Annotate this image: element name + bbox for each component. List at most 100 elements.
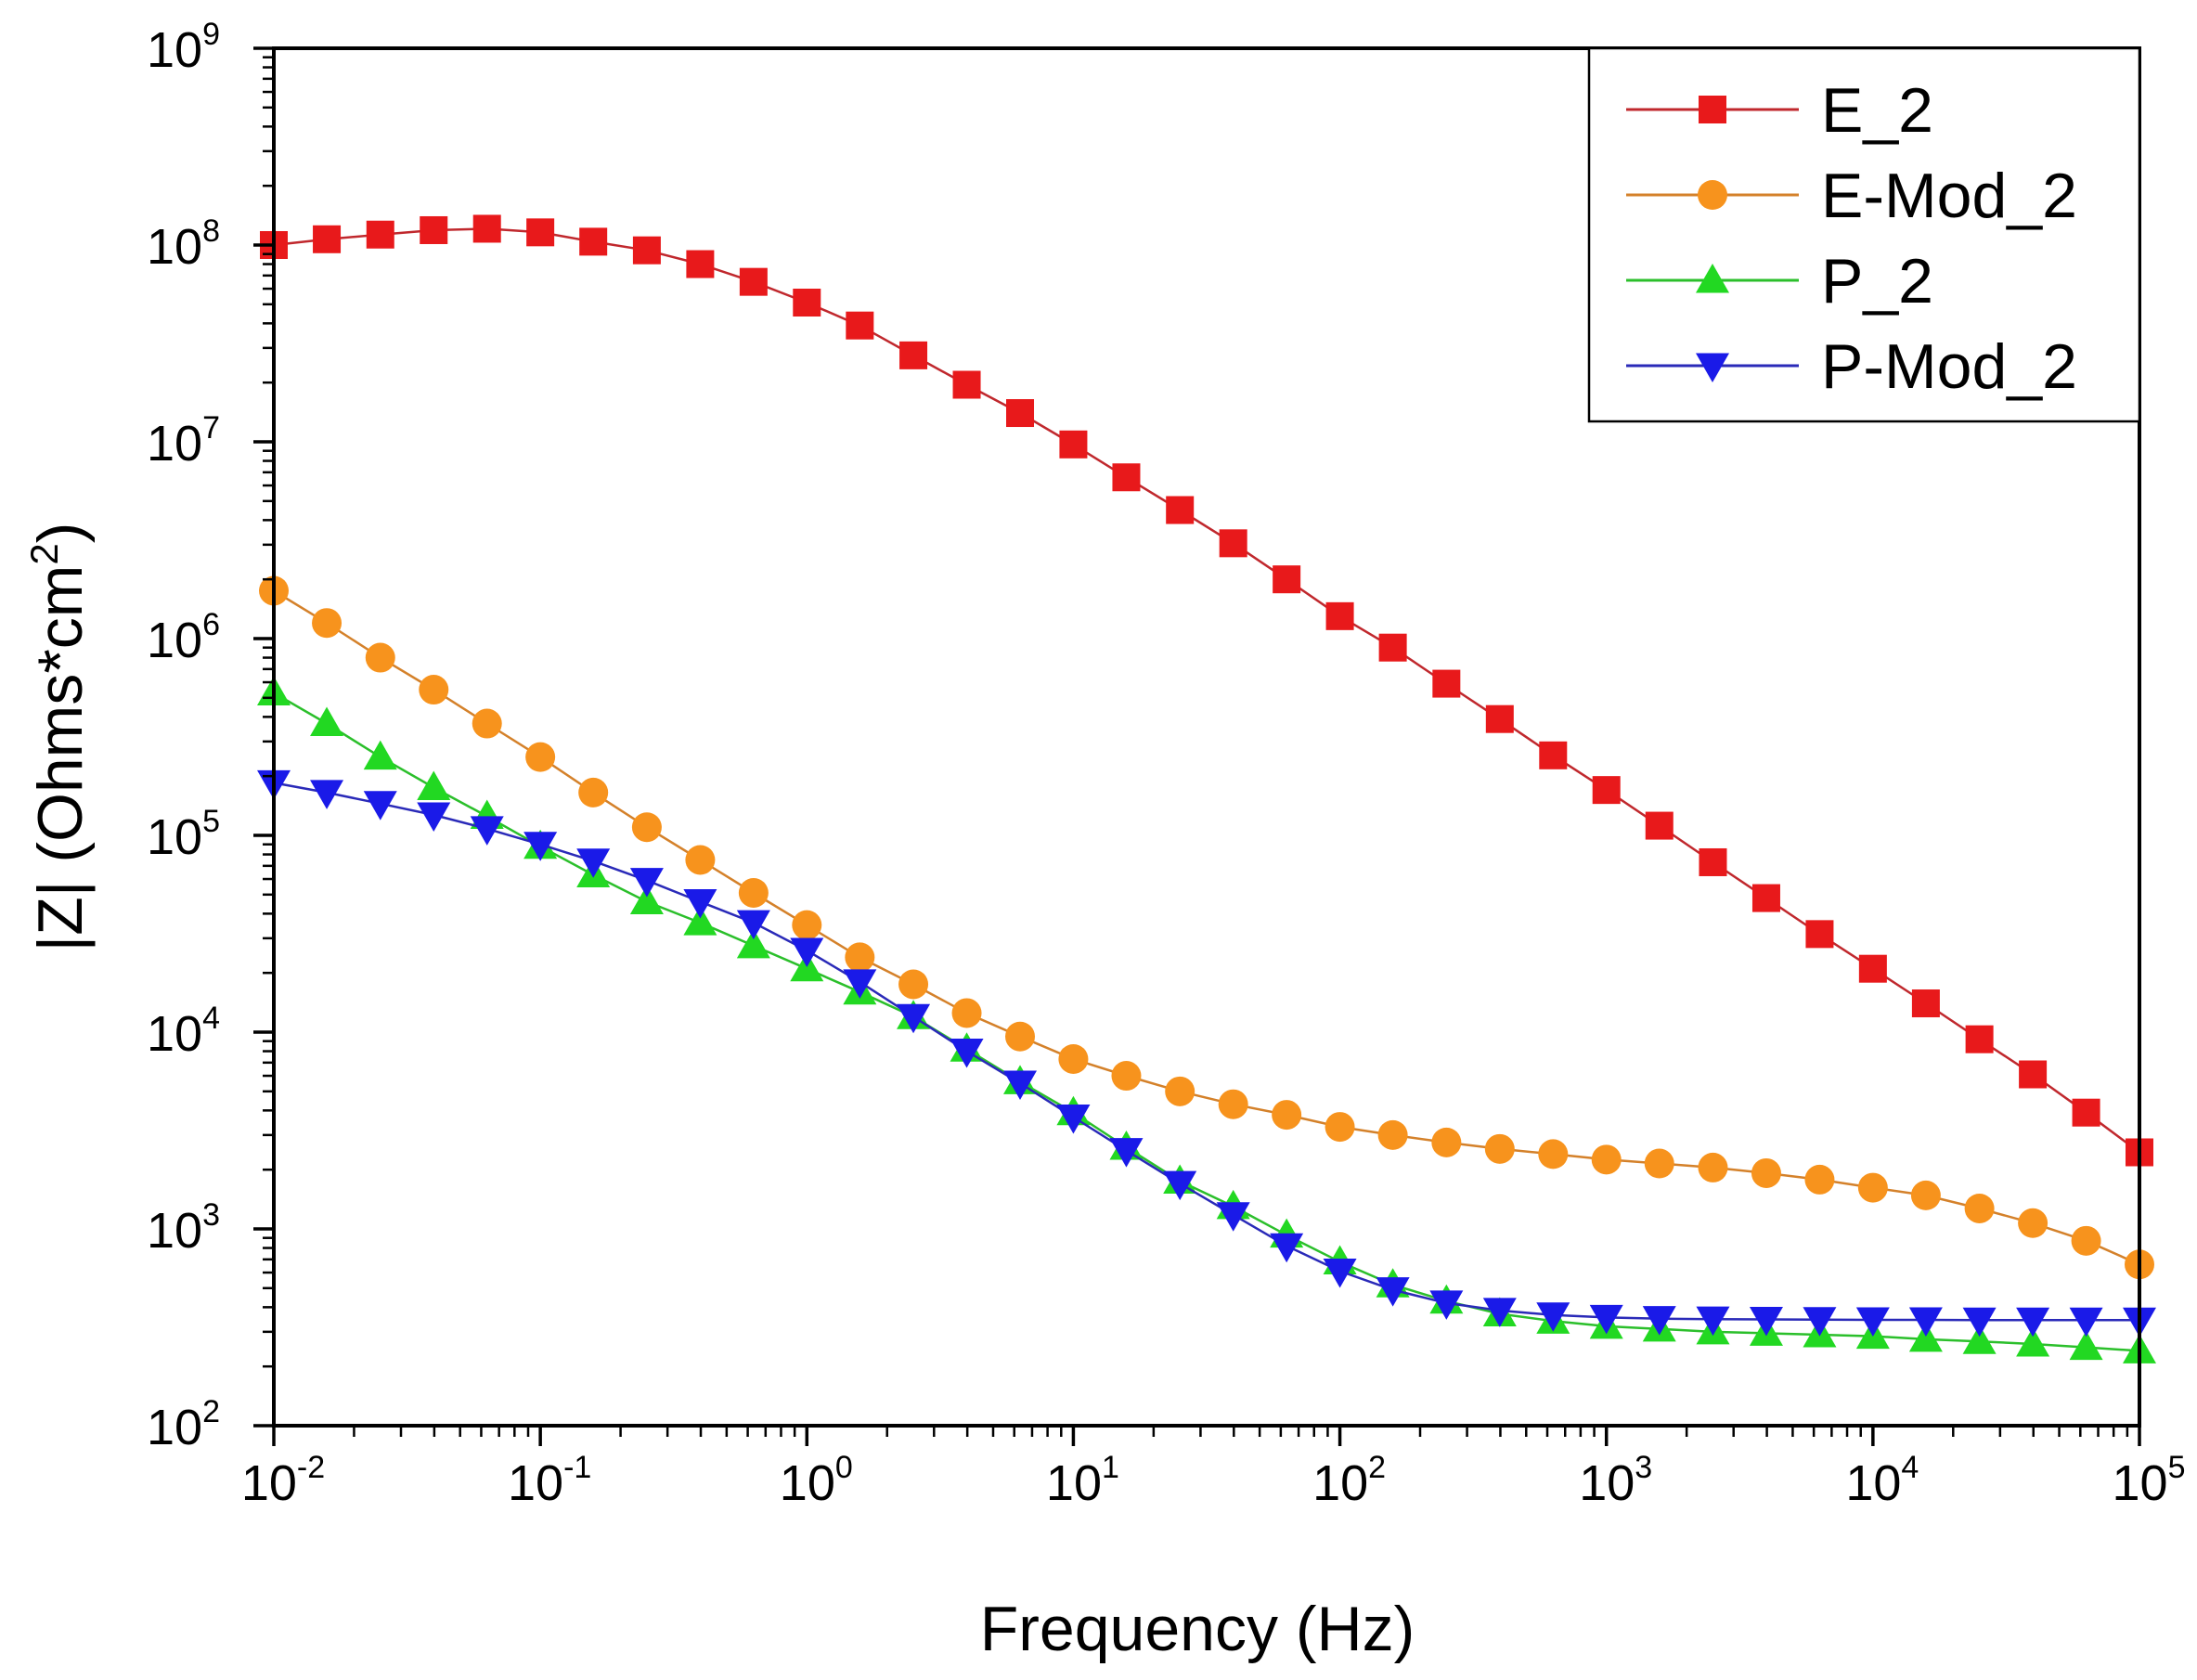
data-point-e-2 [793, 288, 821, 317]
legend-label-e-2: E_2 [1821, 75, 1933, 146]
data-point-p-mod-2 [1962, 1307, 1997, 1338]
data-point-p-2 [683, 906, 717, 936]
data-point-p-2 [417, 770, 451, 800]
data-point-p-mod-2 [1855, 1307, 1890, 1337]
data-point-e-mod-2 [365, 642, 395, 673]
data-point-p-mod-2 [1429, 1290, 1464, 1320]
series-p-2 [257, 676, 2156, 1363]
y-tick-label-base: 10 [147, 809, 202, 865]
data-point-p-2 [310, 706, 344, 737]
x-axis-title: Frequency (Hz) [980, 1594, 1415, 1664]
x-tick-label: 104 [1845, 1450, 1919, 1511]
y-tick-label-exp: 9 [202, 17, 220, 52]
x-tick-label-base: 10 [2113, 1455, 2168, 1511]
data-point-e-mod-2 [792, 910, 822, 940]
data-point-e-mod-2 [1272, 1100, 1302, 1131]
x-tick-label: 105 [2113, 1450, 2186, 1511]
data-point-e-2 [739, 267, 768, 296]
data-point-p-2 [736, 928, 770, 959]
data-point-p-mod-2 [576, 848, 611, 878]
x-tick-label-exp: -1 [563, 1450, 591, 1485]
data-point-p-mod-2 [310, 780, 344, 809]
data-point-p-2 [2069, 1330, 2103, 1361]
x-tick-label-base: 10 [1046, 1455, 1102, 1511]
data-point-e-2 [1592, 776, 1621, 805]
data-point-e-mod-2 [1804, 1164, 1835, 1195]
legend-label-e-mod-2: E-Mod_2 [1821, 161, 2077, 231]
x-tick-label: 103 [1579, 1450, 1652, 1511]
data-point-e-2 [2019, 1060, 2048, 1089]
y-axis-title-main: |Z| (Ohms*cm [25, 565, 96, 952]
x-tick-label: 101 [1046, 1450, 1119, 1511]
data-point-p-mod-2 [470, 816, 504, 846]
x-tick-label-exp: 2 [1368, 1450, 1386, 1485]
y-tick-label-exp: 8 [202, 213, 220, 249]
data-point-e-2 [632, 236, 661, 265]
data-point-e-2 [952, 370, 981, 399]
data-point-e-2 [472, 214, 501, 243]
data-point-p-2 [1908, 1322, 1943, 1352]
data-point-p-mod-2 [1163, 1170, 1197, 1201]
data-point-e-2 [1059, 430, 1088, 459]
y-tick-label-base: 10 [147, 613, 202, 668]
y-tick-label-base: 10 [147, 1203, 202, 1259]
data-point-p-mod-2 [2069, 1307, 2103, 1338]
legend-marker-p-mod-2 [1696, 353, 1729, 382]
data-point-e-2 [1112, 463, 1141, 492]
series-e-mod-2 [259, 575, 2154, 1280]
x-tick-label-exp: 3 [1635, 1450, 1652, 1485]
x-tick-label-exp: 4 [1901, 1450, 1919, 1485]
x-tick-label-exp: 1 [1102, 1450, 1119, 1485]
series-e-2 [260, 214, 2153, 1167]
y-axis-title: |Z| (Ohms*cm2) [22, 523, 96, 952]
y-tick-label-exp: 3 [202, 1197, 220, 1233]
x-tick-label-base: 10 [1579, 1455, 1635, 1511]
data-point-e-mod-2 [685, 845, 716, 875]
data-point-e-2 [1325, 601, 1354, 630]
data-point-p-mod-2 [1109, 1138, 1144, 1168]
legend-item-p-mod-2: P-Mod_2 [1626, 331, 2077, 402]
data-point-e-2 [420, 215, 448, 244]
data-point-e-2 [1219, 529, 1247, 558]
y-tick-label-base: 10 [147, 1006, 202, 1062]
data-point-p-mod-2 [1803, 1307, 1837, 1337]
data-point-e-2 [1539, 741, 1568, 769]
data-point-p-mod-2 [417, 802, 451, 832]
data-point-e-2 [1645, 811, 1674, 840]
data-point-p-mod-2 [363, 791, 397, 821]
data-point-e-2 [1751, 884, 1780, 912]
data-point-e-2 [1699, 847, 1727, 876]
data-point-p-mod-2 [950, 1039, 984, 1068]
data-point-e-2 [1273, 565, 1301, 594]
data-point-e-mod-2 [631, 812, 662, 843]
data-point-p-mod-2 [843, 969, 877, 999]
data-point-e-mod-2 [738, 877, 769, 908]
data-point-e-2 [1965, 1025, 1994, 1053]
data-point-p-mod-2 [790, 937, 824, 968]
y-tick-label-exp: 7 [202, 410, 220, 446]
legend-item-p-2: P_2 [1626, 246, 1933, 317]
data-point-e-2 [846, 311, 874, 340]
data-point-e-mod-2 [1325, 1112, 1355, 1143]
legend-label-p-2: P_2 [1821, 246, 1933, 317]
data-point-e-mod-2 [1111, 1061, 1142, 1092]
legend: E_2 E-Mod_2 P_2 P-Mod_2 [1587, 46, 2141, 423]
data-point-e-2 [2072, 1098, 2100, 1127]
data-point-e-2 [1006, 399, 1035, 428]
axis-ticks [253, 46, 2141, 1446]
data-point-e-2 [1485, 704, 1514, 733]
data-point-e-mod-2 [1644, 1148, 1674, 1179]
data-point-e-mod-2 [312, 608, 342, 639]
data-point-p-mod-2 [1536, 1302, 1570, 1332]
series-p-mod-2 [257, 769, 2156, 1338]
data-point-p-mod-2 [629, 868, 664, 898]
data-point-p-mod-2 [1749, 1306, 1783, 1337]
legend-item-e-2: E_2 [1626, 75, 1933, 146]
data-point-p-2 [363, 740, 397, 770]
data-point-e-mod-2 [1591, 1144, 1622, 1175]
data-point-p-2 [1962, 1325, 1997, 1354]
data-point-e-mod-2 [1218, 1089, 1248, 1119]
y-axis-title-sup: 2 [22, 543, 66, 564]
data-point-p-mod-2 [683, 888, 717, 919]
